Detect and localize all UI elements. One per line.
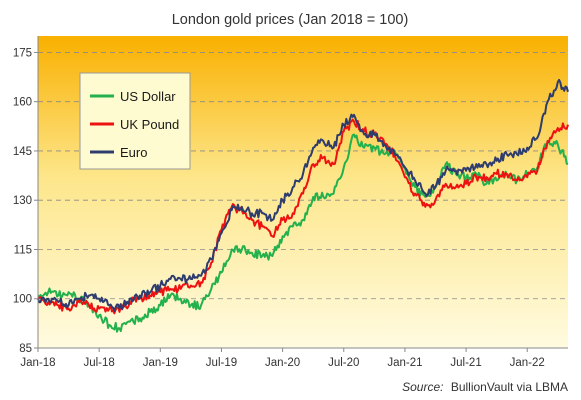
y-tick-label-175: 175 [13,47,32,59]
x-tick-label-Jan-18: Jan-18 [20,357,55,369]
series-lines [37,78,569,333]
y-axis: 85 100 115 130 145 160 175 [13,47,38,355]
legend-label-us-dollar: US Dollar [120,89,176,104]
y-tick-label-160: 160 [13,97,32,109]
x-tick-label-Jan-19: Jan-19 [143,357,178,369]
chart-title: London gold prices (Jan 2018 = 100) [172,12,409,28]
source-prefix: Source: [402,380,443,394]
y-tick-label-130: 130 [13,195,32,207]
source-text: BullionVault via LBMA [451,380,568,394]
x-axis: Jan-18 Jul-18 Jan-19 Jul-19 Jan-20 Jul-20 Jan-… [20,348,545,369]
y-tick-label-115: 115 [14,244,32,256]
grid [38,52,568,300]
x-tick-label-Jul-21: Jul-21 [450,357,481,369]
y-tick-label-100: 100 [13,294,32,306]
x-tick-label-Jul-20: Jul-20 [328,357,359,369]
y-tick-label-145: 145 [13,146,32,158]
legend: US Dollar UK Pound Euro [79,72,191,170]
y-tick-label-85: 85 [19,343,32,355]
x-tick-label-Jan-20: Jan-20 [265,357,300,369]
x-tick-label-Jan-21: Jan-21 [387,357,422,369]
x-tick-label-Jan-22: Jan-22 [510,357,545,369]
series-line-uk-pound [37,118,569,315]
legend-label-euro: Euro [120,145,147,160]
series-line-euro [37,78,569,312]
source-note: Source: BullionVault via LBMA [402,380,568,394]
x-tick-label-Jul-19: Jul-19 [206,357,237,369]
x-tick-label-Jul-18: Jul-18 [83,357,114,369]
series-line-us-dollar [37,133,569,333]
legend-label-uk-pound: UK Pound [120,117,179,132]
